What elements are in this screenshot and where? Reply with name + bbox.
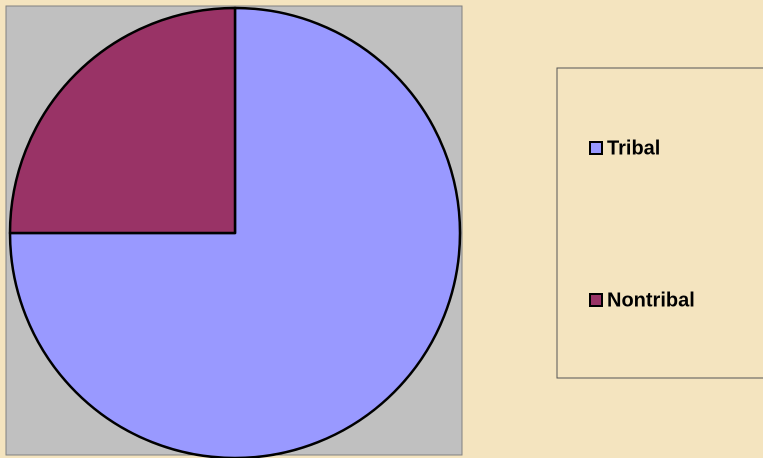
pie-slice [8, 6, 462, 458]
pie-slice [8, 6, 237, 235]
legend-swatch [589, 141, 603, 155]
legend-label: Tribal [607, 137, 660, 159]
pie [8, 6, 462, 458]
legend: Tribal Nontribal [589, 137, 695, 311]
legend-box [556, 67, 763, 379]
legend-swatch [589, 293, 603, 307]
legend-label: Nontribal [607, 289, 695, 311]
